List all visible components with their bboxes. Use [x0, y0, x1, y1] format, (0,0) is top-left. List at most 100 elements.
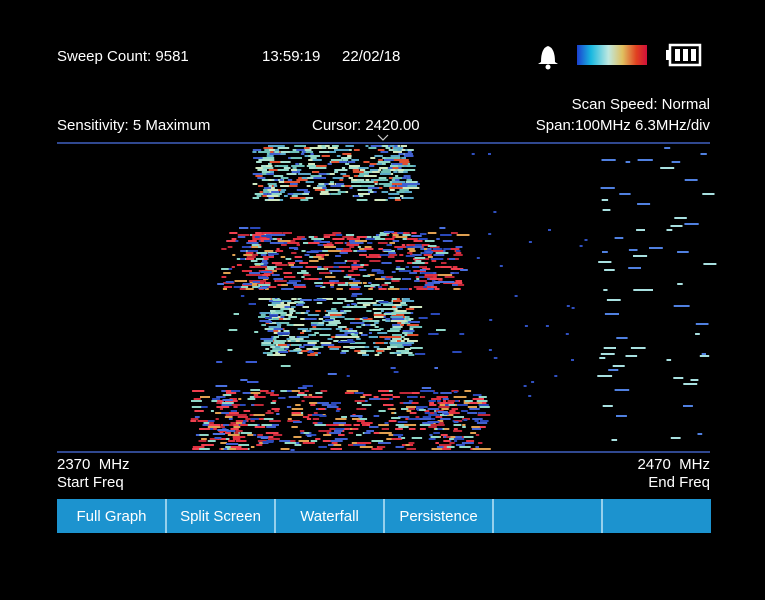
waterfall-dash [327, 373, 337, 375]
waterfall-dash [262, 256, 274, 258]
waterfall-dash [273, 354, 286, 356]
waterfall-dash [313, 177, 326, 179]
waterfall-dash [349, 428, 353, 430]
waterfall-dash [272, 318, 279, 320]
menu-button[interactable]: Split Screen [165, 499, 261, 533]
waterfall-dash [290, 240, 296, 242]
waterfall-dash [472, 418, 483, 420]
waterfall-dash [352, 169, 360, 171]
waterfall-dash [304, 254, 310, 256]
waterfall-dash [325, 314, 330, 316]
waterfall-dash [465, 400, 473, 402]
waterfall-dash [446, 276, 452, 278]
waterfall-dash [297, 352, 301, 354]
waterfall-dash [233, 313, 239, 315]
waterfall-dash [355, 322, 365, 324]
waterfall-dash [235, 430, 243, 432]
waterfall-dash [274, 151, 280, 153]
waterfall-dash [276, 248, 280, 250]
menu-button[interactable]: Full Graph [76, 508, 146, 525]
waterfall-dash [359, 269, 367, 271]
sensitivity: Sensitivity: 5 Maximum [57, 117, 210, 134]
waterfall-dash [524, 325, 528, 327]
waterfall-dash [373, 432, 380, 434]
waterfall-dash [419, 280, 427, 282]
waterfall-dash [366, 430, 374, 432]
waterfall-dash [277, 240, 291, 242]
waterfall-dash [196, 448, 210, 450]
waterfall-dash [430, 412, 435, 414]
waterfall-dash [295, 442, 300, 444]
waterfall-dash [252, 238, 264, 240]
waterfall-dash [363, 171, 374, 173]
waterfall-dash [190, 418, 199, 420]
waterfall-dash [393, 149, 399, 151]
menu-button[interactable]: Persistence [383, 499, 478, 533]
waterfall-dash [327, 338, 333, 340]
waterfall-dash [365, 324, 371, 326]
waterfall-dash [384, 278, 397, 280]
waterfall-dash [338, 434, 345, 436]
waterfall-dash [362, 275, 371, 277]
waterfall-dash [476, 400, 488, 402]
waterfall-dash [345, 328, 349, 330]
waterfall-dash [250, 420, 255, 422]
waterfall-dash [450, 436, 456, 438]
waterfall-dash [251, 434, 257, 436]
waterfall-dash [452, 438, 465, 440]
waterfall-dash [329, 280, 339, 282]
waterfall-dash [386, 244, 392, 246]
waterfall-dash [286, 406, 292, 408]
waterfall-dash [410, 347, 423, 349]
waterfall-dash [405, 246, 417, 248]
waterfall-dash [208, 424, 221, 426]
waterfall-dash [352, 342, 362, 344]
waterfall-dash [701, 353, 706, 355]
waterfall-dash [319, 272, 331, 274]
waterfall-dash [316, 165, 327, 167]
waterfall-dash [402, 234, 411, 236]
waterfall-dash [378, 410, 386, 412]
waterfall-dash [325, 183, 335, 185]
waterfall-dash [273, 149, 280, 151]
waterfall-dash [302, 193, 309, 195]
waterfall-dash [371, 302, 377, 304]
waterfall-dash [298, 197, 310, 199]
waterfall-dash [348, 167, 362, 169]
waterfall-dash [413, 244, 422, 246]
waterfall-dash [359, 254, 367, 256]
waterfall-dash [294, 145, 306, 147]
waterfall-dash [608, 369, 619, 371]
waterfall-dash [673, 377, 684, 379]
waterfall-dash [565, 333, 569, 335]
waterfall-dash [278, 344, 287, 346]
waterfall-dash [218, 402, 226, 404]
waterfall-dash [684, 223, 699, 225]
waterfall-dash [230, 410, 237, 412]
waterfall-dash [296, 414, 302, 416]
waterfall-dash [216, 406, 230, 408]
waterfall-dash [413, 240, 423, 242]
waterfall-dash [287, 262, 296, 264]
waterfall-dash [300, 199, 309, 201]
waterfall-dash [407, 334, 419, 336]
waterfall-dash [361, 306, 367, 308]
waterfall-dash [408, 442, 415, 444]
waterfall-dash [225, 443, 239, 445]
waterfall-dash [333, 262, 346, 264]
waterfall-dash [268, 145, 281, 147]
waterfall-dash [291, 169, 298, 171]
waterfall-dash [323, 266, 334, 268]
waterfall-dash [428, 400, 436, 402]
waterfall-dash [353, 149, 360, 151]
waterfall-dash [398, 270, 411, 272]
waterfall-dash [528, 395, 532, 397]
waterfall-dash [395, 310, 406, 312]
menu-button[interactable]: Waterfall [274, 499, 359, 533]
waterfall-dash [201, 438, 207, 440]
waterfall-dash [373, 169, 379, 171]
waterfall-dash [328, 322, 341, 324]
waterfall-dash [472, 398, 484, 400]
waterfall-dash [240, 250, 248, 252]
waterfall-dash [284, 276, 296, 278]
